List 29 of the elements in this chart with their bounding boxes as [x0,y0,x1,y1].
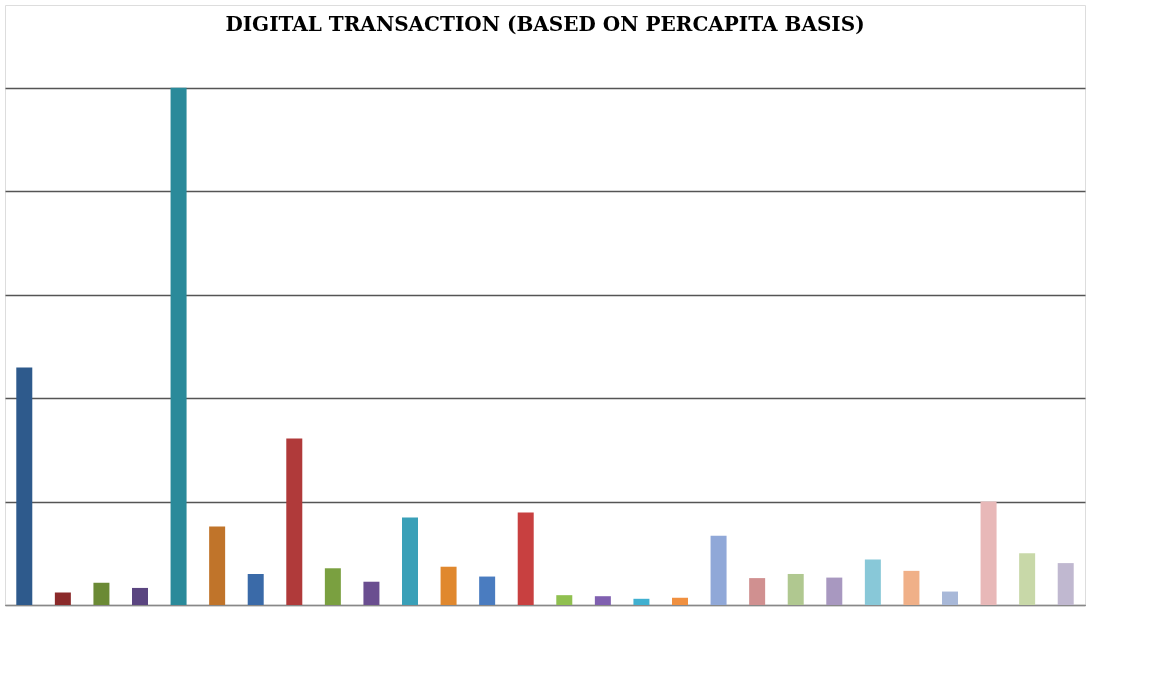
bar [324,568,341,605]
bar [749,578,766,605]
bar [942,591,958,605]
bar [286,438,303,605]
bar [363,581,380,605]
bar [440,566,457,605]
bar [209,526,226,605]
bar [479,576,496,605]
bar [710,535,727,605]
bar [903,570,920,605]
bar [672,597,688,605]
bar [16,367,33,605]
bar [247,573,264,605]
bar [1019,553,1036,605]
bar [1057,563,1074,605]
bar [980,501,997,605]
bar [594,596,611,605]
bar [402,517,418,605]
bar [826,577,843,605]
bar [517,512,534,605]
bar [633,598,650,605]
bar [864,559,881,605]
bar [787,573,804,605]
bar [556,595,573,605]
chart-title: DIGITAL TRANSACTION (BASED ON PERCAPITA BASIS) [225,12,865,36]
bar [54,592,71,605]
bar [132,587,148,605]
bar [93,582,110,605]
bar [170,87,187,605]
